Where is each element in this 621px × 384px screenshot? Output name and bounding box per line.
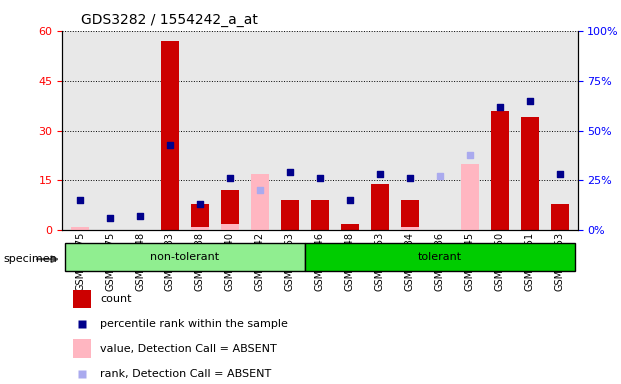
Bar [491,111,509,230]
Bar [251,174,269,230]
Bar [191,204,209,230]
Bar [71,227,89,230]
Point [465,151,474,157]
Text: specimen: specimen [3,254,57,264]
Bar [65,243,305,271]
Bar [73,290,91,308]
Point [435,174,445,180]
Bar [281,200,299,230]
Point [525,98,535,104]
Bar [221,190,239,230]
Bar [161,41,179,230]
Point [495,104,505,110]
Bar [401,227,419,230]
Bar [305,243,574,271]
Text: value, Detection Call = ABSENT: value, Detection Call = ABSENT [101,344,277,354]
Point [315,175,325,182]
Bar [461,164,479,230]
Bar [371,184,389,230]
Text: non-tolerant: non-tolerant [150,252,220,262]
Text: count: count [101,294,132,304]
Text: tolerant: tolerant [417,252,462,262]
Point [165,141,175,147]
Bar [221,224,239,230]
Point [195,201,205,207]
Text: rank, Detection Call = ABSENT: rank, Detection Call = ABSENT [101,369,271,379]
Bar [520,117,538,230]
Point [405,175,415,182]
Point [135,214,145,220]
Point [75,197,85,204]
Text: GDS3282 / 1554242_a_at: GDS3282 / 1554242_a_at [81,13,258,27]
Point [225,175,235,182]
Bar [551,204,569,230]
Bar [461,200,479,230]
Point [285,169,295,175]
Point [555,171,564,177]
Text: percentile rank within the sample: percentile rank within the sample [101,319,288,329]
Bar [191,227,209,230]
Bar [341,224,359,230]
Point [105,215,115,222]
Bar [311,200,329,230]
Point [255,187,265,194]
Bar [71,227,89,230]
Point [375,171,385,177]
Point [345,197,355,204]
Bar [401,200,419,230]
Bar [73,339,91,358]
